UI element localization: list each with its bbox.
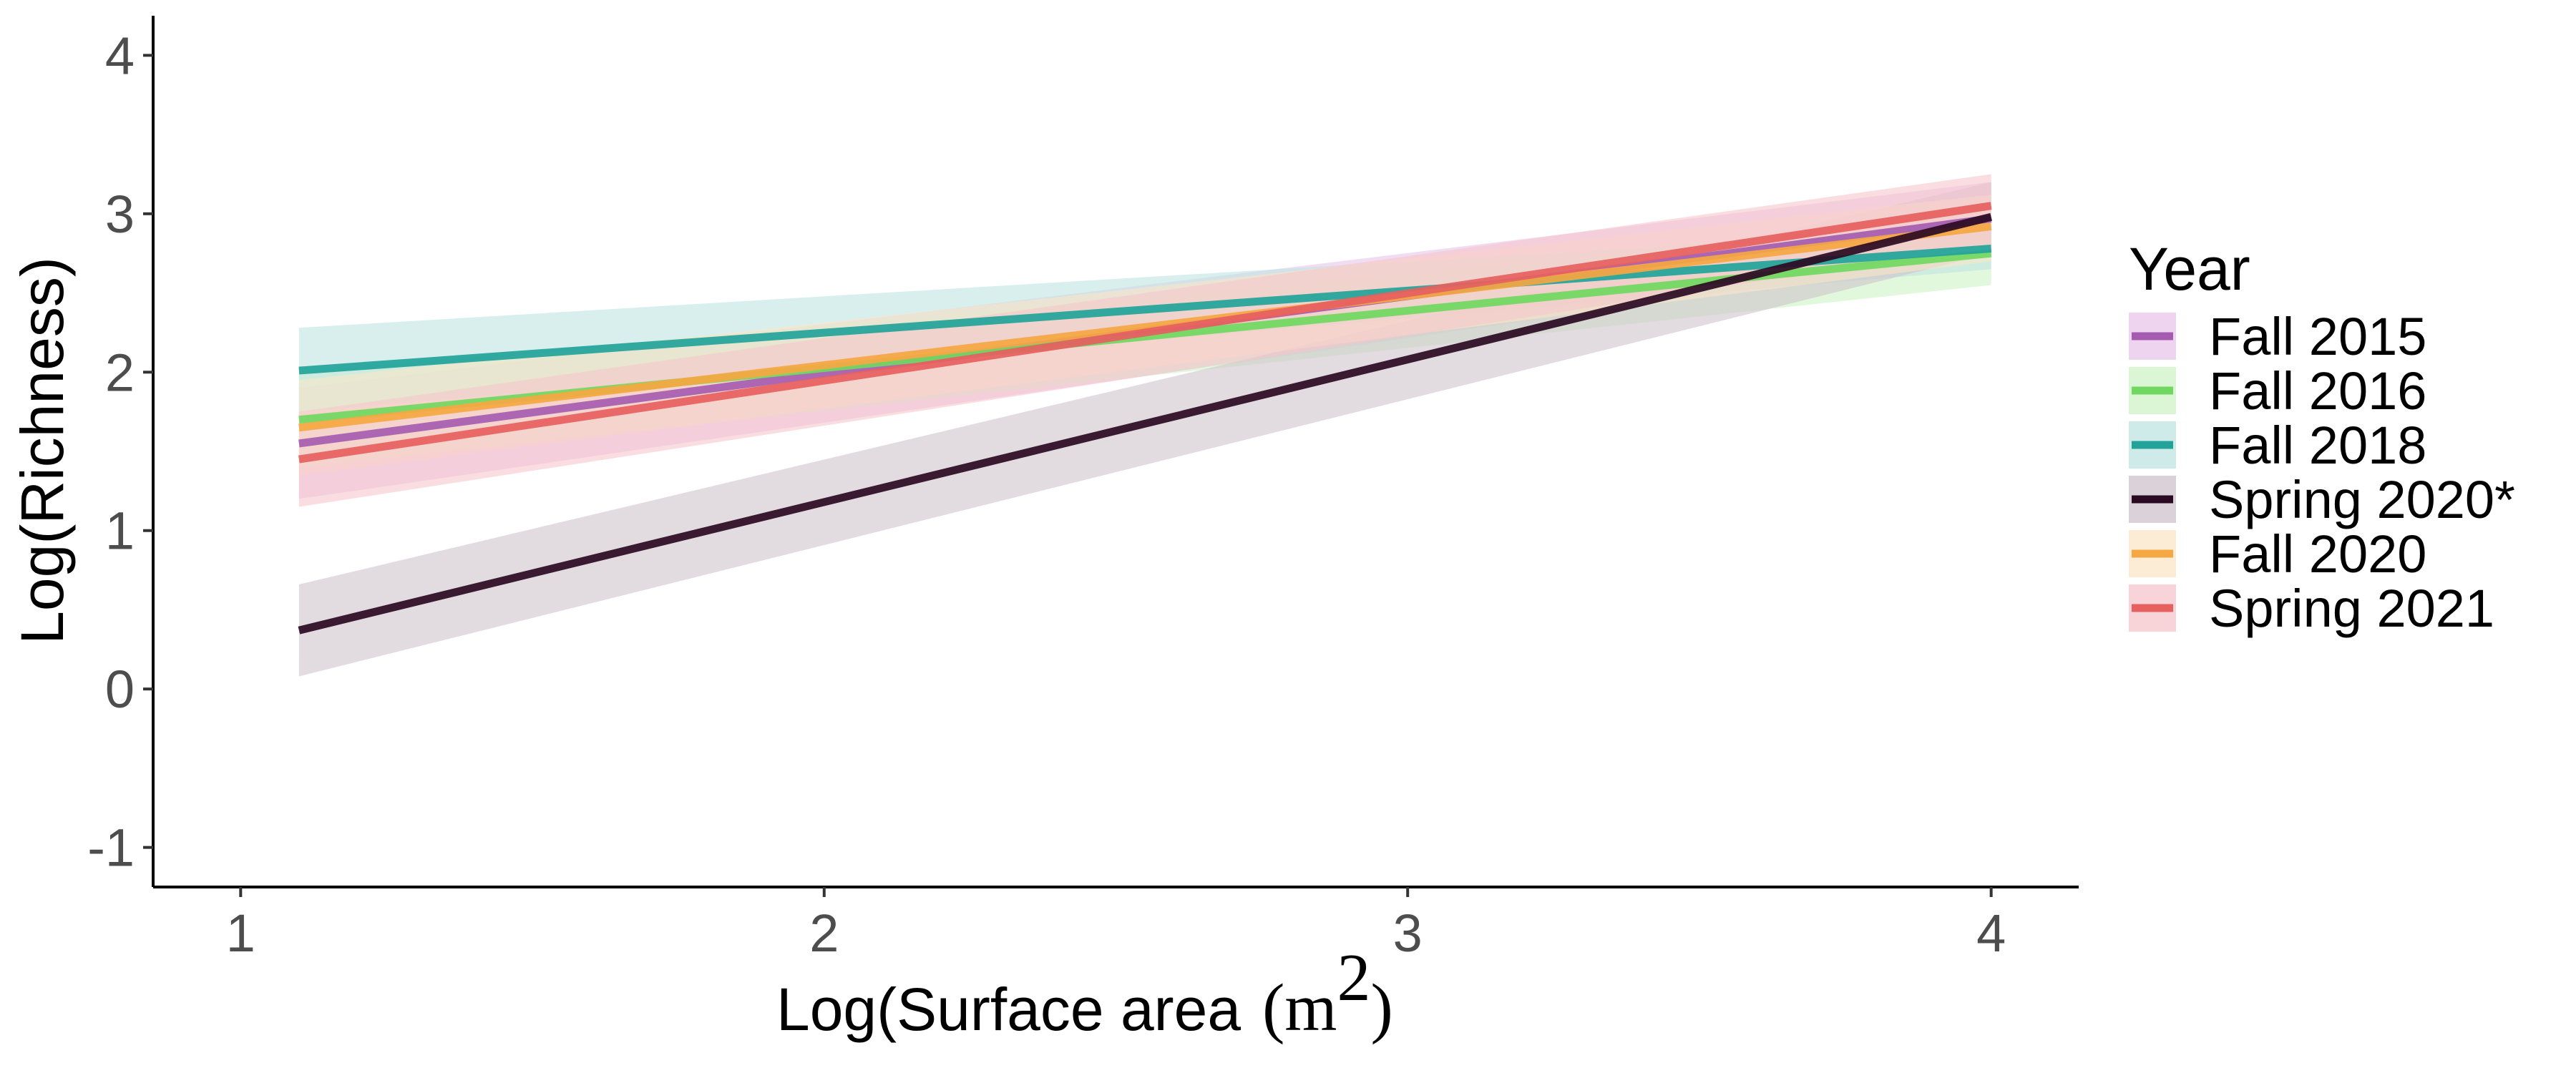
y-tick-label: 1: [105, 501, 135, 561]
legend-label: Fall 2016: [2209, 361, 2426, 421]
x-tick-label: 4: [1976, 903, 2006, 963]
legend-item-fall-2016: Fall 2016: [2129, 361, 2426, 421]
x-tick-label: 2: [809, 903, 839, 963]
y-tick-label: -1: [87, 818, 135, 878]
line-spring-2020: [298, 212, 1992, 635]
y-tick-label: 4: [105, 26, 135, 85]
y-axis-title: Log(Richness): [9, 257, 76, 645]
legend-label: Fall 2020: [2209, 524, 2426, 584]
legend-item-spring-2021: Spring 2021: [2129, 579, 2494, 638]
line-fall-2020: [298, 222, 1992, 432]
regression-lines: [298, 202, 1992, 635]
y-tick-label: 2: [105, 343, 135, 402]
x-tick-label: 1: [226, 903, 255, 963]
x-tick-label: 3: [1393, 903, 1423, 963]
legend-label: Spring 2021: [2209, 579, 2494, 638]
legend-item-fall-2015: Fall 2015: [2129, 307, 2426, 366]
x-axis-ticks: 1 2 3 4: [226, 887, 2006, 963]
legend-item-fall-2020: Fall 2020: [2129, 524, 2426, 584]
y-tick-label: 0: [105, 660, 135, 719]
y-tick-label: 3: [105, 185, 135, 244]
y-axis-ticks: -1 0 1 2 3 4: [87, 26, 153, 878]
x-axis-title: Log(Surface area (m2): [776, 941, 1393, 1045]
legend-title: Year: [2129, 235, 2250, 303]
legend-item-spring-2020: Spring 2020*: [2129, 470, 2515, 529]
line-spring-2021: [298, 202, 1992, 464]
line-fall-2018: [298, 245, 1992, 375]
legend-label: Fall 2018: [2209, 416, 2426, 475]
legend-label: Fall 2015: [2209, 307, 2426, 366]
legend-item-fall-2018: Fall 2018: [2129, 416, 2426, 475]
band-spring-2021: [298, 174, 1991, 507]
legend-label: Spring 2020*: [2209, 470, 2515, 529]
